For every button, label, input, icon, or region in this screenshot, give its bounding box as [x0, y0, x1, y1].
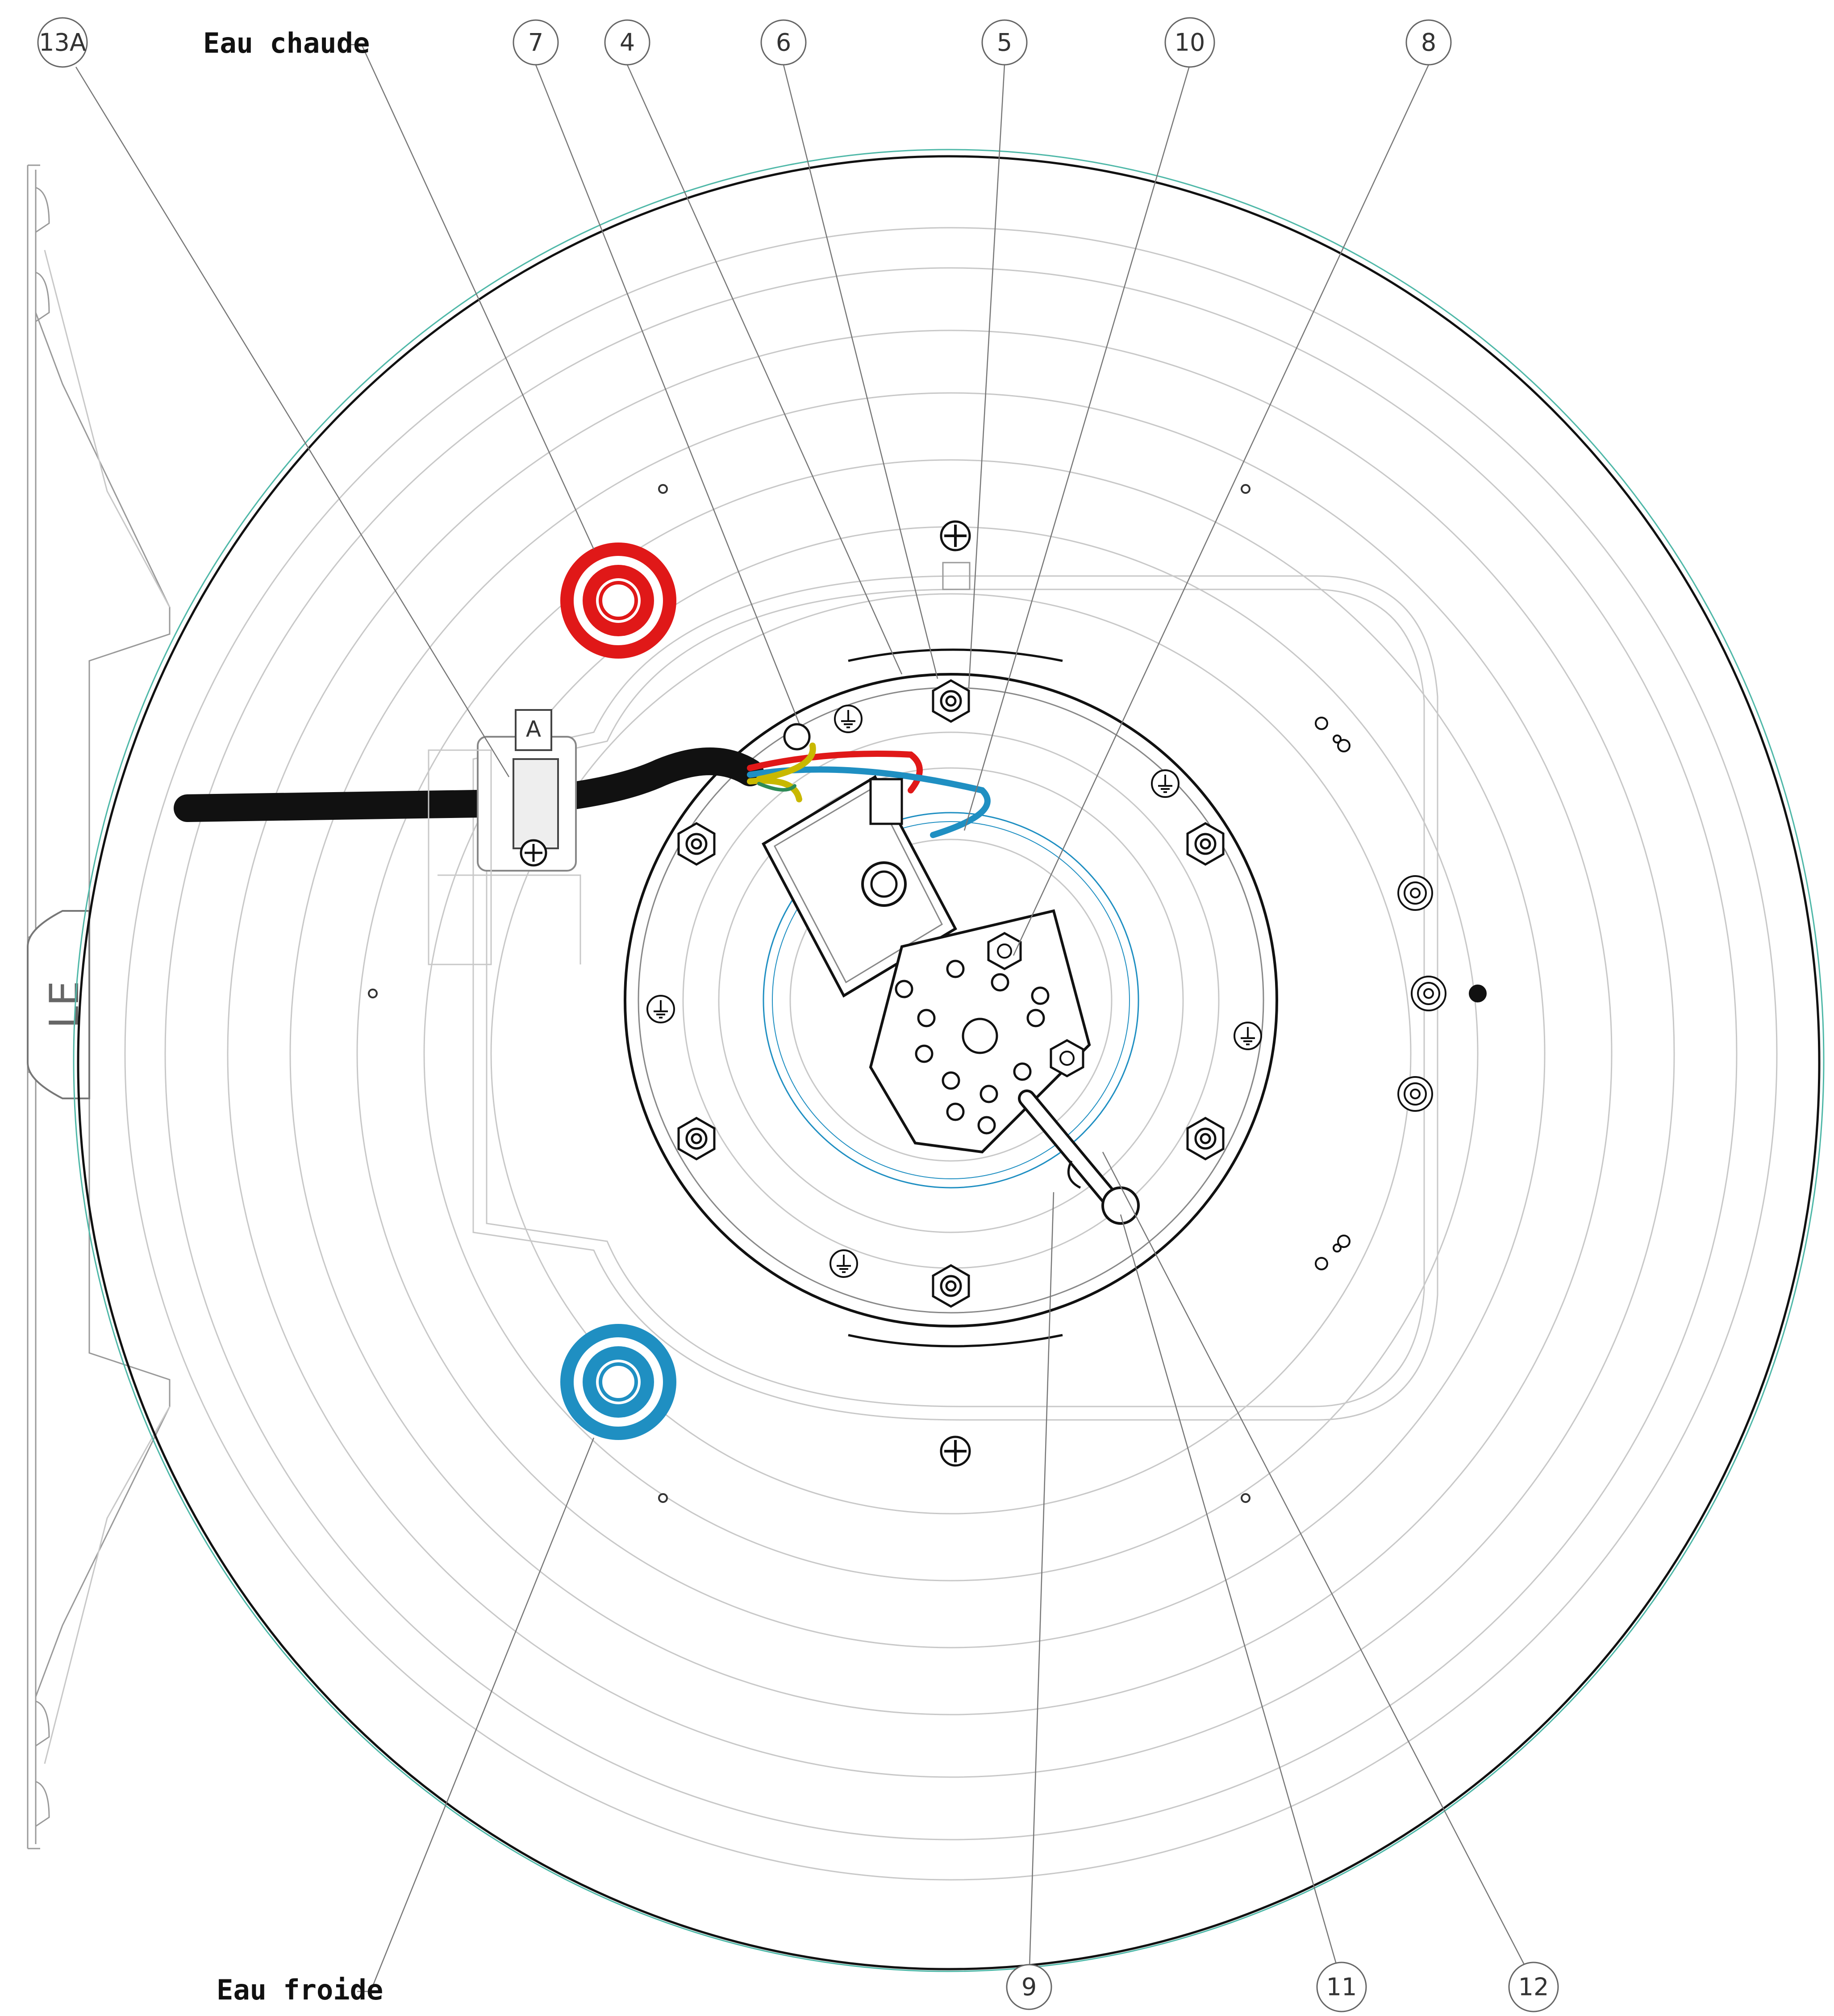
svg-text:10: 10: [1175, 29, 1205, 57]
svg-text:9: 9: [1021, 1973, 1037, 2001]
callout-12: 12: [1508, 1962, 1559, 2012]
svg-text:6: 6: [776, 29, 791, 57]
svg-text:4: 4: [620, 29, 635, 57]
leader-lines: [75, 44, 1534, 1992]
thermostat-block: [762, 723, 957, 998]
supply-wires: [747, 743, 991, 838]
mounting-holes: [368, 484, 1250, 1503]
callout-11: 11: [1316, 1962, 1367, 2012]
cold-water-inlet: [560, 1324, 676, 1440]
cold-water-label: Eau froide: [217, 1974, 383, 2006]
cable-clamp: A: [428, 709, 581, 965]
heating-element-flange: [624, 648, 1278, 1348]
callout-5: 5: [981, 19, 1028, 66]
callout-13a: 13A: [37, 17, 88, 68]
tank-outline: [73, 149, 1825, 1972]
svg-text:5: 5: [997, 29, 1012, 57]
clamp-mark: A: [526, 716, 541, 742]
earth-screw-top: [940, 520, 971, 590]
hot-water-label: Eau chaude: [203, 27, 370, 59]
callout-4: 4: [604, 19, 650, 66]
flange-nuts: [677, 679, 1225, 1308]
svg-text:8: 8: [1421, 29, 1436, 57]
callout-7: 7: [513, 19, 559, 66]
earth-symbols: [646, 705, 1262, 1278]
earth-screw-bottom: [940, 1436, 971, 1467]
svg-text:11: 11: [1326, 1973, 1357, 2001]
inner-panel-outline: [472, 575, 1438, 1421]
callout-10: 10: [1164, 17, 1215, 68]
svg-text:13A: 13A: [39, 29, 86, 57]
side-fittings: [1315, 717, 1487, 1270]
callout-8: 8: [1405, 19, 1452, 66]
heating-element-head: [869, 909, 1140, 1225]
callout-9: 9: [1006, 1964, 1052, 2010]
svg-text:7: 7: [528, 29, 543, 57]
hot-water-outlet: [560, 543, 676, 659]
svg-text:12: 12: [1518, 1973, 1549, 2001]
power-cable: [174, 747, 764, 822]
callout-6: 6: [760, 19, 807, 66]
callout-bubbles: 13A 7 4 6 5 10 8 9 11 12: [37, 17, 1559, 2012]
